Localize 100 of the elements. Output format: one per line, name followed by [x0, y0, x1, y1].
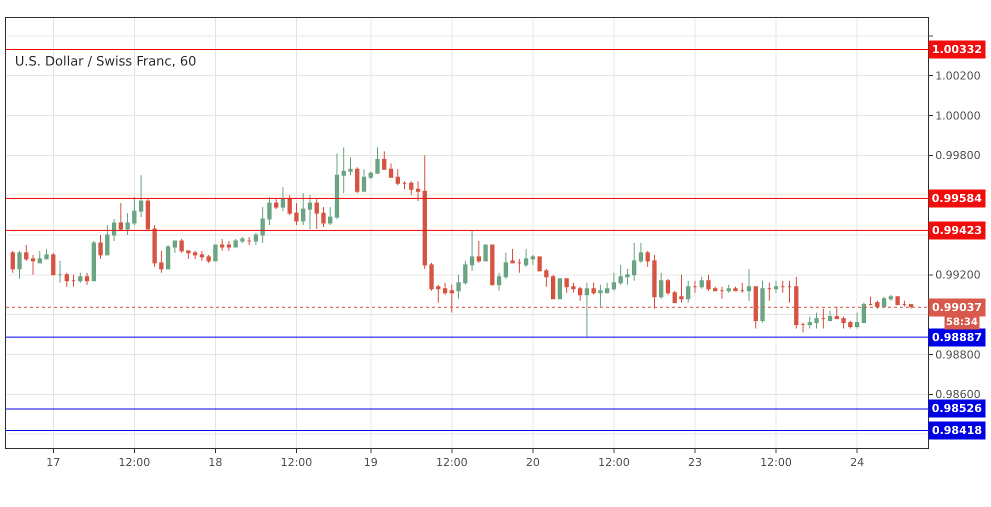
candlestick — [301, 192, 306, 226]
candlestick — [841, 316, 846, 330]
candlestick — [200, 250, 204, 262]
candlestick — [544, 268, 549, 288]
candlestick — [612, 272, 616, 292]
candlestick — [787, 280, 792, 304]
candlestick — [422, 154, 427, 270]
candlestick — [288, 194, 292, 216]
candlestick — [442, 282, 448, 296]
text: 58:34 — [946, 317, 978, 328]
candlestick — [334, 152, 340, 220]
candlestick — [862, 302, 866, 324]
x-tick-label: 24 — [850, 456, 864, 470]
candlestick — [388, 162, 394, 178]
ref-line-label: 0.98418 — [932, 424, 982, 437]
candlestick — [226, 240, 232, 252]
candlestick — [625, 268, 630, 286]
candlestick — [159, 250, 164, 274]
ref-line-label: 0.99584 — [932, 192, 982, 205]
candlestick — [504, 252, 508, 280]
candlestick — [666, 278, 670, 296]
candlestick — [172, 240, 178, 254]
candlestick — [760, 280, 765, 324]
ref-line-label: 0.99037 — [932, 301, 982, 314]
candlestick — [632, 242, 636, 282]
candlestick — [706, 274, 711, 292]
candlestick — [10, 250, 15, 274]
candlestick — [429, 262, 434, 292]
candlestick — [808, 316, 812, 330]
candlestick — [396, 168, 400, 186]
candlestick — [64, 272, 69, 288]
y-tick-label: 1.00000 — [935, 109, 981, 122]
candlestick — [679, 274, 684, 304]
candlestick — [362, 168, 366, 192]
candlestick — [733, 286, 738, 292]
x-tick-label: 18 — [208, 456, 222, 470]
candlestick — [402, 180, 407, 190]
candlestick — [105, 224, 110, 256]
candlestick — [192, 250, 198, 260]
candlestick — [902, 300, 907, 308]
x-tick-label: 12:00 — [118, 456, 150, 470]
candlestick — [882, 296, 886, 308]
candlestick — [700, 276, 704, 290]
candlestick — [888, 294, 893, 302]
candlestick — [348, 156, 353, 176]
candlestick — [854, 312, 860, 330]
candlestick — [605, 282, 610, 294]
candlestick — [118, 202, 123, 232]
candlestick — [686, 280, 690, 304]
y-tick-label: 1.00200 — [935, 70, 981, 83]
candlestick — [321, 206, 326, 228]
candlestick — [24, 244, 28, 262]
x-tick-label: 17 — [46, 456, 60, 470]
candlestick — [740, 282, 744, 294]
candlestick — [814, 312, 819, 330]
candlestick — [213, 244, 218, 262]
x-tick-label: 19 — [364, 456, 378, 470]
candlestick — [71, 274, 76, 288]
candlestick — [895, 296, 900, 306]
candlestick — [713, 286, 718, 292]
candlestick — [476, 240, 481, 264]
candlestick — [308, 194, 312, 230]
candlestick — [179, 238, 184, 254]
candlestick — [84, 272, 90, 286]
ref-line-label: 0.99423 — [932, 224, 982, 237]
candlestick — [78, 272, 82, 284]
candlestick — [470, 230, 474, 272]
candlestick — [138, 174, 144, 218]
candlestick — [240, 236, 245, 244]
y-tick-label: 0.98800 — [935, 348, 981, 362]
candlestick — [868, 296, 873, 306]
candlestick — [375, 146, 380, 174]
candlestick — [800, 322, 806, 334]
candlestick — [828, 310, 832, 322]
candlestick — [58, 260, 62, 284]
candlestick — [436, 284, 440, 304]
x-tick-label: 23 — [688, 456, 702, 470]
candlestick — [720, 286, 724, 300]
candlestick — [578, 286, 582, 302]
x-tick-label: 12:00 — [598, 456, 630, 470]
candlestick — [780, 280, 785, 294]
x-tick-label: 12:00 — [436, 456, 468, 470]
candlestick — [274, 198, 278, 210]
candlestick — [530, 254, 536, 266]
candlestick — [510, 248, 515, 264]
candlestick — [267, 196, 272, 226]
y-tick-label: 0.99800 — [935, 149, 981, 162]
y-tick-label: 0.98600 — [935, 388, 981, 402]
candlestick — [746, 268, 752, 302]
candlestick — [92, 240, 96, 282]
ref-line-label: 1.00332 — [932, 43, 982, 56]
candlestick — [409, 180, 414, 196]
candlestick — [646, 250, 650, 268]
candlestick — [247, 236, 252, 246]
candlestick — [584, 282, 590, 338]
candlestick — [537, 256, 542, 272]
candlestick — [342, 146, 346, 194]
candlestick — [294, 202, 299, 226]
text: U.S. Dollar / Swiss Franc, 60 — [14, 54, 196, 70]
candlestick — [598, 284, 603, 308]
